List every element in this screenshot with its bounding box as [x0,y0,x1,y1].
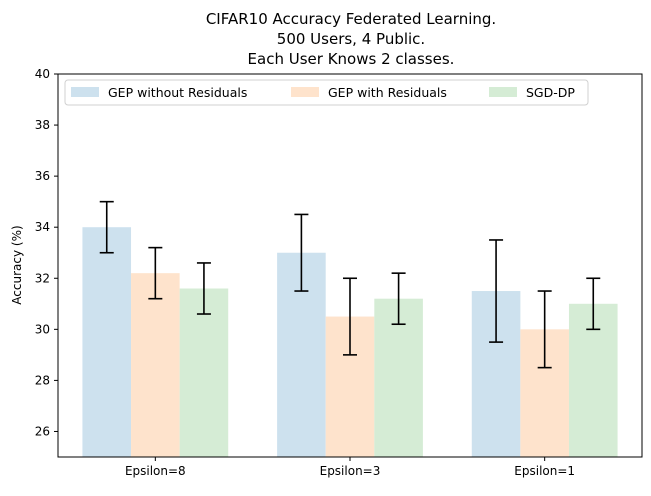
error-bar [148,246,163,300]
y-tick-label: 36 [35,169,50,183]
y-tick-label: 30 [35,322,50,336]
y-tick-label: 34 [35,220,50,234]
axes-layer: 26 28 30 32 34 36 38 40 Epsilon=8 Epsilon=3 Epsilo… [35,67,643,478]
legend-label: GEP without Residuals [108,85,247,100]
legend-item: GEP without Residuals [71,85,247,100]
error-bars-layer [99,200,601,369]
error-bar [537,290,552,369]
legend-swatch [71,87,99,97]
x-tick-label: Epsilon=8 [125,464,186,478]
legend-label: GEP with Residuals [328,85,447,100]
y-axis-label: Accuracy (%) [10,225,24,304]
error-bar [99,200,114,254]
y-tick-label: 28 [35,373,50,387]
legend-swatch [489,87,517,97]
bars-layer [82,227,618,457]
x-tick-label: Epsilon=3 [320,464,381,478]
error-bar [489,239,504,343]
error-bar [196,262,211,315]
error-bar [391,272,406,326]
error-bar [294,213,309,292]
chart-title-line-2: 500 Users, 4 Public. [277,30,425,48]
legend-box [64,79,589,106]
chart-title-line-3: Each User Knows 2 classes. [248,50,455,68]
error-bar [586,277,601,331]
y-tick-label: 38 [35,118,50,132]
legend-item: GEP with Residuals [291,85,447,100]
y-tick-label: 32 [35,271,50,285]
bar [82,227,132,457]
error-bar [343,277,357,356]
bar [374,298,423,457]
bar [131,273,180,457]
legend-swatch [291,87,319,97]
chart-title-line-1: CIFAR10 Accuracy Federated Learning. [206,10,496,28]
y-tick-label: 26 [35,424,50,438]
legend-label: SGD-DP [526,85,575,100]
chart-title: CIFAR10 Accuracy Federated Learning. 500… [206,10,496,68]
y-tick-label: 40 [35,67,50,81]
bar [179,288,229,457]
legend-item: SGD-DP [489,85,575,100]
legend: GEP without Residuals GEP with Residuals S… [64,79,589,106]
x-tick-label: Epsilon=1 [514,464,575,478]
